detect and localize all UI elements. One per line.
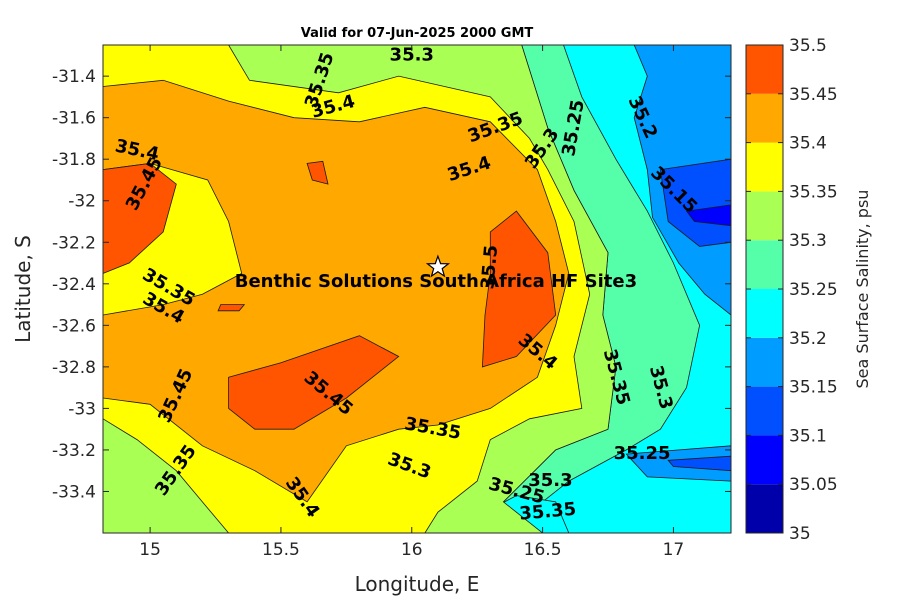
y-tick-label: -32 [68, 192, 96, 212]
colorbar-tick-label: 35.05 [789, 475, 838, 495]
site-star-icon [425, 254, 451, 278]
y-tick-label: -32.8 [52, 358, 96, 378]
site-name-label: Benthic Solutions South Africa HF Site3 [235, 271, 637, 292]
contour-label: 35.25 [614, 443, 671, 464]
contour-region-14 [306, 160, 329, 185]
x-tick-label: 15 [139, 540, 161, 560]
contour-label: 35.3 [528, 470, 572, 491]
colorbar-tick-label: 35.35 [789, 182, 838, 202]
y-axis: -31.4 -31.6 -31.8 -32 -32.2 -32.4 -32.6 -32.8 -3… [52, 67, 731, 502]
plot-frame [102, 44, 732, 534]
y-tick-label: -31.4 [52, 67, 96, 87]
colorbar-swatch [746, 484, 783, 533]
y-tick-label: -33 [68, 399, 96, 419]
colorbar-label: Sea Surface Salinity, psu [853, 190, 872, 389]
colorbar-swatch [746, 142, 783, 192]
colorbar: 35 35.05 35.1 35.15 35.2 35.25 35.3 35.35 35.4 35… [745, 36, 838, 544]
colorbar-tick-label: 35.25 [789, 280, 838, 300]
colorbar-swatch [746, 240, 783, 289]
x-axis-label: Longitude, E [355, 572, 480, 596]
contour-region-13 [481, 210, 557, 368]
contour-region-5 [659, 158, 731, 247]
x-tick-label: 16 [401, 540, 423, 560]
x-tick-label: 17 [663, 540, 685, 560]
colorbar-tick-label: 35.15 [789, 378, 838, 398]
y-tick-label: -33.2 [52, 441, 96, 461]
colorbar-tick-label: 35.4 [789, 134, 827, 154]
x-tick-label: 16.5 [524, 540, 562, 560]
colorbar-tick-label: 35 [789, 524, 811, 544]
colorbar-swatch [746, 289, 783, 338]
site-layer: Benthic Solutions South Africa HF Site3 [235, 254, 637, 292]
contour-fill-layer [103, 45, 731, 533]
contour-region-7 [667, 455, 731, 472]
contour-label: 35.35 [519, 499, 578, 525]
contour-region-15 [217, 304, 246, 312]
contour-region-10 [103, 79, 570, 503]
contour-region-11 [103, 162, 177, 274]
colorbar-tick-label: 35.1 [789, 426, 827, 446]
colorbar-swatch [746, 191, 783, 241]
contour-label: 35.5 [477, 244, 502, 290]
colorbar-tick-label: 35.3 [789, 231, 827, 251]
y-axis-label: Latitude, S [11, 235, 35, 343]
y-tick-label: -33.4 [52, 482, 96, 502]
colorbar-tick-label: 35.45 [789, 85, 838, 105]
colorbar-swatch [746, 45, 783, 94]
y-tick-label: -31.6 [52, 109, 96, 129]
x-axis: 15 15.5 16 16.5 17 [139, 45, 684, 560]
colorbar-swatch [746, 337, 783, 387]
colorbar-swatch [746, 93, 783, 143]
y-tick-label: -31.8 [52, 150, 96, 170]
colorbar-tick-label: 35.2 [789, 329, 827, 349]
contour-region-12 [228, 335, 400, 430]
colorbar-swatch [746, 386, 783, 436]
contour-region-6 [685, 204, 731, 227]
contour-label: 35.3 [390, 44, 434, 65]
y-tick-label: -32.2 [52, 233, 96, 253]
chart-title: Valid for 07-Jun-2025 2000 GMT [301, 26, 534, 41]
x-tick-label: 15.5 [262, 540, 300, 560]
y-tick-label: -32.4 [52, 275, 96, 295]
colorbar-tick-label: 35.5 [789, 36, 827, 56]
y-tick-label: -32.6 [52, 316, 96, 336]
colorbar-swatch [746, 435, 783, 485]
